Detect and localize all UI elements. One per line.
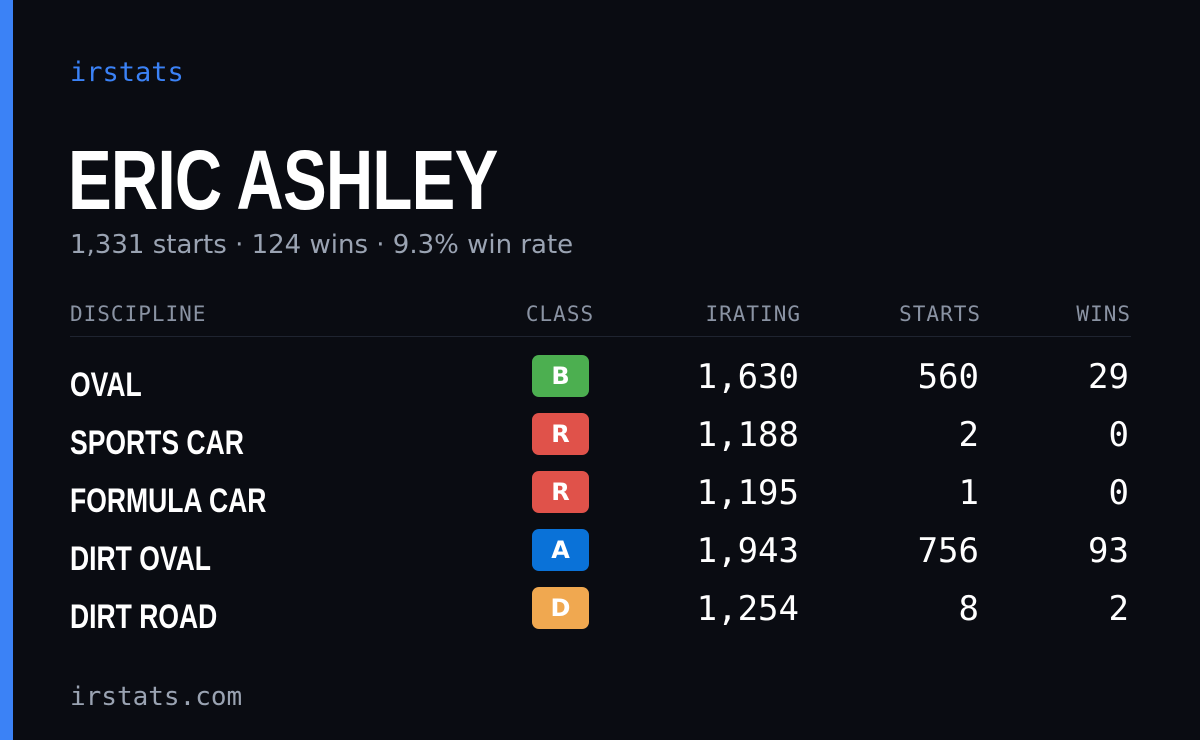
irating-value: 1,630 bbox=[696, 357, 799, 397]
wins-value: 2 bbox=[1108, 589, 1129, 629]
starts-value: 560 bbox=[917, 357, 979, 397]
class-badge: R bbox=[532, 471, 589, 513]
table-row: OVAL B 1,630 560 29 bbox=[70, 353, 1131, 411]
wins-value: 29 bbox=[1088, 357, 1129, 397]
header-irating: IRATING bbox=[705, 302, 801, 326]
table-row: DIRT OVAL A 1,943 756 93 bbox=[70, 527, 1131, 585]
discipline-name: DIRT ROAD bbox=[70, 598, 218, 636]
class-badge: D bbox=[532, 587, 589, 629]
header-discipline: DISCIPLINE bbox=[70, 302, 207, 326]
wins-value: 93 bbox=[1088, 531, 1129, 571]
irating-value: 1,943 bbox=[696, 531, 799, 571]
table-row: SPORTS CAR R 1,188 2 0 bbox=[70, 411, 1131, 469]
driver-name: ERIC ASHLEY bbox=[68, 133, 498, 227]
irating-value: 1,254 bbox=[696, 589, 799, 629]
table-row: DIRT ROAD D 1,254 8 2 bbox=[70, 585, 1131, 643]
discipline-name: DIRT OVAL bbox=[70, 540, 211, 578]
discipline-name: SPORTS CAR bbox=[70, 424, 244, 462]
header-wins: WINS bbox=[1076, 302, 1131, 326]
header-class: CLASS bbox=[525, 302, 595, 326]
table-row: FORMULA CAR R 1,195 1 0 bbox=[70, 469, 1131, 527]
starts-value: 1 bbox=[958, 473, 979, 513]
starts-value: 8 bbox=[958, 589, 979, 629]
brand-logo-text: irstats bbox=[70, 57, 184, 88]
wins-value: 0 bbox=[1108, 473, 1129, 513]
starts-value: 2 bbox=[958, 415, 979, 455]
discipline-table: DISCIPLINE CLASS IRATING STARTS WINS OVA… bbox=[70, 296, 1131, 643]
accent-bar bbox=[0, 0, 13, 740]
table-body: OVAL B 1,630 560 29 SPORTS CAR R 1,188 2… bbox=[70, 353, 1131, 643]
header-starts: STARTS bbox=[899, 302, 981, 326]
starts-value: 756 bbox=[917, 531, 979, 571]
irating-value: 1,188 bbox=[696, 415, 799, 455]
class-badge: A bbox=[532, 529, 589, 571]
irating-value: 1,195 bbox=[696, 473, 799, 513]
class-badge: B bbox=[532, 355, 589, 397]
wins-value: 0 bbox=[1108, 415, 1129, 455]
class-badge: R bbox=[532, 413, 589, 455]
driver-summary: 1,331 starts · 124 wins · 9.3% win rate bbox=[70, 230, 574, 260]
table-header: DISCIPLINE CLASS IRATING STARTS WINS bbox=[70, 296, 1131, 337]
discipline-name: OVAL bbox=[70, 366, 142, 404]
discipline-name: FORMULA CAR bbox=[70, 482, 267, 520]
footer-url: irstats.com bbox=[70, 682, 243, 712]
